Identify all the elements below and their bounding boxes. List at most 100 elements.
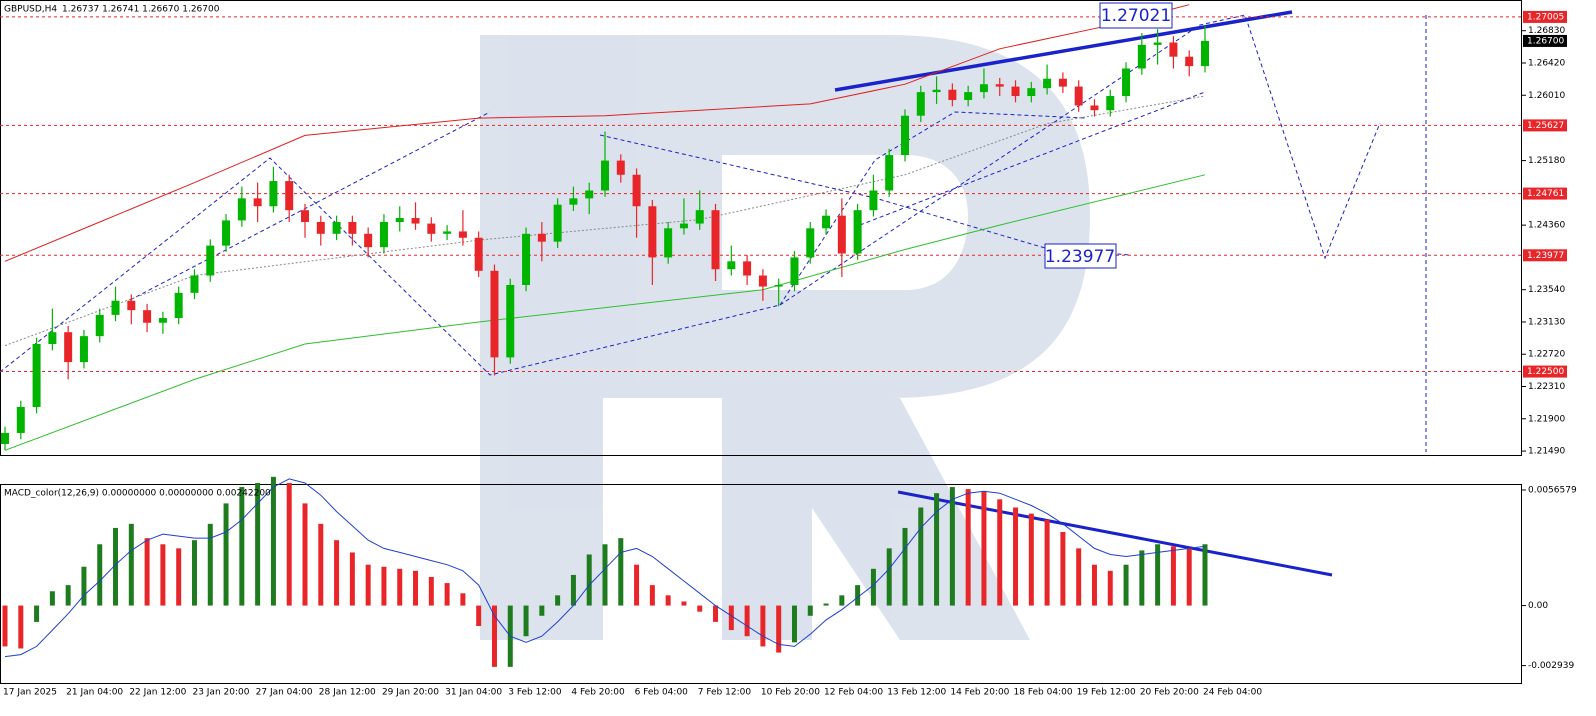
candle-body xyxy=(885,155,894,191)
candle-body xyxy=(348,221,357,234)
histogram-bar xyxy=(381,566,387,606)
candle-body xyxy=(1011,86,1020,97)
histogram-bar xyxy=(823,603,829,606)
price-frame xyxy=(0,0,1522,456)
candle-body xyxy=(901,115,909,156)
candle-body xyxy=(1153,42,1162,45)
histogram-bar xyxy=(81,566,87,606)
candle-body xyxy=(1106,96,1115,111)
x-tick-label: 13 Feb 12:00 xyxy=(887,688,946,698)
candle-body xyxy=(711,210,720,270)
macd-title: MACD_color(12,26,9) 0.00000000 0.0000000… xyxy=(4,489,271,499)
candle-body xyxy=(522,233,531,285)
histogram-bar xyxy=(460,593,466,606)
histogram-bar xyxy=(1170,546,1176,606)
candle-body xyxy=(474,237,483,271)
candle-body xyxy=(458,231,467,238)
candle-body xyxy=(679,223,688,229)
y-tick-label: 1.21900 xyxy=(1528,414,1565,424)
x-tick-label: 12 Feb 04:00 xyxy=(824,688,883,698)
histogram-bar xyxy=(1013,507,1019,606)
candle-body xyxy=(411,218,420,224)
x-tick-label: 14 Feb 20:00 xyxy=(950,688,1009,698)
chart-title: GBPUSD,H4 xyxy=(4,5,57,15)
histogram-bar xyxy=(902,527,908,606)
histogram-bar xyxy=(444,583,450,606)
histogram-bar xyxy=(618,538,624,606)
candle-body xyxy=(932,89,941,93)
histogram-bar xyxy=(144,538,150,606)
candle-body xyxy=(1027,88,1036,97)
histogram-bar xyxy=(65,585,71,606)
histogram-bar xyxy=(428,576,434,606)
candle-body xyxy=(979,84,988,93)
histogram-bar xyxy=(555,595,561,606)
histogram-bar xyxy=(1123,564,1129,606)
candle-body xyxy=(158,318,167,323)
candle-body xyxy=(1058,78,1067,87)
level-label-box xyxy=(1523,10,1567,23)
candle-body xyxy=(16,406,25,433)
histogram-bar xyxy=(349,552,355,606)
histogram-bar xyxy=(870,568,876,606)
histogram-bar xyxy=(918,507,924,606)
histogram-bar xyxy=(239,487,245,606)
histogram-bar xyxy=(1060,532,1066,606)
x-tick-label: 28 Jan 12:00 xyxy=(319,688,376,698)
histogram-bar xyxy=(18,605,24,649)
candle-body xyxy=(332,221,341,234)
candle-body xyxy=(553,204,562,242)
candle-body xyxy=(995,84,1004,87)
candle-body xyxy=(616,160,625,175)
candle-body xyxy=(790,257,799,285)
histogram-bar xyxy=(318,523,324,606)
annotation-box xyxy=(1044,243,1117,269)
candle-body xyxy=(774,284,783,287)
histogram-bar xyxy=(934,493,940,606)
candle-body xyxy=(743,261,752,276)
histogram-bar xyxy=(649,585,655,606)
candle-body xyxy=(111,300,120,315)
histogram-bar xyxy=(1202,544,1208,606)
candle-body xyxy=(1090,105,1099,111)
moving-average xyxy=(4,4,1190,262)
candle-body xyxy=(506,284,515,358)
histogram-bar xyxy=(839,595,845,606)
candle-body xyxy=(727,261,736,270)
candle-body xyxy=(664,228,673,258)
candle-body xyxy=(601,160,609,191)
candle-body xyxy=(1185,56,1194,67)
annotation: 1.23977 xyxy=(1045,247,1115,267)
histogram-bar xyxy=(397,568,403,606)
candle-body xyxy=(269,181,278,207)
candle-body xyxy=(1,432,9,444)
candle-body xyxy=(569,198,578,205)
candle-body xyxy=(948,89,957,100)
plot: 1.26830 1.26420 1.26010 1.25180 1.24360 1.235… xyxy=(0,4,1577,698)
y-tick-label: 1.26010 xyxy=(1528,91,1565,101)
histogram-bar xyxy=(1028,513,1034,606)
candle-body xyxy=(143,310,152,323)
candle-body xyxy=(206,245,215,276)
histogram-bar xyxy=(113,527,119,606)
histogram-bar xyxy=(302,503,308,606)
candle-body xyxy=(537,233,546,242)
y-tick-label: 1.26830 xyxy=(1528,26,1565,36)
histogram-bar xyxy=(1186,548,1192,606)
histogram-bar xyxy=(160,544,166,606)
moving-average xyxy=(4,174,1206,451)
histogram-bar xyxy=(365,564,371,606)
y-tick-label: 0.0056579 xyxy=(1528,485,1577,495)
y-tick-label: 1.22720 xyxy=(1528,350,1565,360)
candle-body xyxy=(648,206,657,258)
histogram-bar xyxy=(1155,544,1161,606)
quote: 1.26737 1.26741 1.26670 1.26700 xyxy=(62,5,220,15)
histogram-bar xyxy=(191,540,197,606)
candle-body xyxy=(869,190,878,211)
histogram-bar xyxy=(523,605,529,637)
y-tick-label: 0.00 xyxy=(1528,601,1548,611)
annotation-box xyxy=(1099,2,1173,29)
histogram-bar xyxy=(207,523,213,606)
histogram-bar xyxy=(255,482,261,606)
level-label: 1.25627 xyxy=(1527,121,1564,131)
